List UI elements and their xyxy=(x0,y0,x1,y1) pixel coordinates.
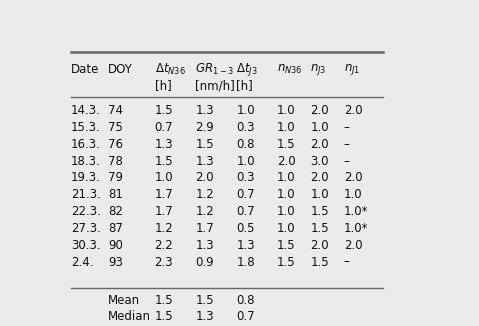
Text: 1.7: 1.7 xyxy=(155,188,173,201)
Text: 30.3.: 30.3. xyxy=(71,239,101,252)
Text: 16.3.: 16.3. xyxy=(71,138,101,151)
Text: 1.0: 1.0 xyxy=(277,188,296,201)
Text: 2.9: 2.9 xyxy=(195,121,214,134)
Text: 1.7: 1.7 xyxy=(155,205,173,218)
Text: 0.3: 0.3 xyxy=(236,121,255,134)
Text: 2.0: 2.0 xyxy=(310,138,329,151)
Text: 76: 76 xyxy=(108,138,123,151)
Text: [h]: [h] xyxy=(236,79,253,92)
Text: $n_{J1}$: $n_{J1}$ xyxy=(344,62,360,77)
Text: 1.0: 1.0 xyxy=(236,155,255,168)
Text: 1.0: 1.0 xyxy=(277,222,296,235)
Text: $\Delta t_{N36}$: $\Delta t_{N36}$ xyxy=(155,62,185,77)
Text: 1.5: 1.5 xyxy=(277,256,296,269)
Text: 1.5: 1.5 xyxy=(310,205,329,218)
Text: 2.0: 2.0 xyxy=(344,104,363,117)
Text: [nm/h]: [nm/h] xyxy=(195,79,235,92)
Text: 2.0: 2.0 xyxy=(344,239,363,252)
Text: 0.7: 0.7 xyxy=(236,205,255,218)
Text: 1.0: 1.0 xyxy=(277,205,296,218)
Text: 1.5: 1.5 xyxy=(195,138,214,151)
Text: 1.5: 1.5 xyxy=(277,239,296,252)
Text: 19.3.: 19.3. xyxy=(71,171,101,185)
Text: 18.3.: 18.3. xyxy=(71,155,101,168)
Text: 1.0: 1.0 xyxy=(277,121,296,134)
Text: Median: Median xyxy=(108,310,151,323)
Text: –: – xyxy=(344,256,350,269)
Text: $GR_{1-3}$: $GR_{1-3}$ xyxy=(195,62,235,77)
Text: 1.0*: 1.0* xyxy=(344,222,368,235)
Text: 1.3: 1.3 xyxy=(195,239,214,252)
Text: 0.8: 0.8 xyxy=(236,294,255,307)
Text: 1.0: 1.0 xyxy=(236,104,255,117)
Text: 0.8: 0.8 xyxy=(236,138,255,151)
Text: 90: 90 xyxy=(108,239,123,252)
Text: –: – xyxy=(344,155,350,168)
Text: [h]: [h] xyxy=(155,79,171,92)
Text: 1.3: 1.3 xyxy=(236,239,255,252)
Text: 1.7: 1.7 xyxy=(195,222,214,235)
Text: 1.2: 1.2 xyxy=(155,222,173,235)
Text: 1.5: 1.5 xyxy=(310,222,329,235)
Text: $n_{N36}$: $n_{N36}$ xyxy=(277,63,303,76)
Text: 0.5: 0.5 xyxy=(236,222,255,235)
Text: 2.0: 2.0 xyxy=(310,171,329,185)
Text: 79: 79 xyxy=(108,171,123,185)
Text: 82: 82 xyxy=(108,205,123,218)
Text: –: – xyxy=(344,138,350,151)
Text: 14.3.: 14.3. xyxy=(71,104,101,117)
Text: 1.3: 1.3 xyxy=(195,155,214,168)
Text: 2.0: 2.0 xyxy=(277,155,296,168)
Text: 1.5: 1.5 xyxy=(277,138,296,151)
Text: 3.0: 3.0 xyxy=(310,155,329,168)
Text: 1.8: 1.8 xyxy=(236,256,255,269)
Text: 27.3.: 27.3. xyxy=(71,222,101,235)
Text: 1.3: 1.3 xyxy=(195,310,214,323)
Text: 2.0: 2.0 xyxy=(310,104,329,117)
Text: 0.3: 0.3 xyxy=(236,171,255,185)
Text: 0.9: 0.9 xyxy=(195,256,214,269)
Text: 2.0: 2.0 xyxy=(310,239,329,252)
Text: 87: 87 xyxy=(108,222,123,235)
Text: 78: 78 xyxy=(108,155,123,168)
Text: 1.5: 1.5 xyxy=(155,104,173,117)
Text: 1.0: 1.0 xyxy=(277,171,296,185)
Text: 1.2: 1.2 xyxy=(195,188,214,201)
Text: 74: 74 xyxy=(108,104,123,117)
Text: 1.5: 1.5 xyxy=(195,294,214,307)
Text: –: – xyxy=(344,121,350,134)
Text: 75: 75 xyxy=(108,121,123,134)
Text: 1.0: 1.0 xyxy=(310,188,329,201)
Text: 81: 81 xyxy=(108,188,123,201)
Text: 21.3.: 21.3. xyxy=(71,188,101,201)
Text: 2.0: 2.0 xyxy=(344,171,363,185)
Text: 1.0: 1.0 xyxy=(155,171,173,185)
Text: Date: Date xyxy=(71,63,99,76)
Text: 1.0: 1.0 xyxy=(277,104,296,117)
Text: 2.4.: 2.4. xyxy=(71,256,93,269)
Text: 1.3: 1.3 xyxy=(195,104,214,117)
Text: 2.2: 2.2 xyxy=(155,239,173,252)
Text: 0.7: 0.7 xyxy=(236,188,255,201)
Text: 1.3: 1.3 xyxy=(155,138,173,151)
Text: 93: 93 xyxy=(108,256,123,269)
Text: 1.5: 1.5 xyxy=(310,256,329,269)
Text: 1.5: 1.5 xyxy=(155,310,173,323)
Text: 22.3.: 22.3. xyxy=(71,205,101,218)
Text: 2.3: 2.3 xyxy=(155,256,173,269)
Text: 1.0: 1.0 xyxy=(344,188,363,201)
Text: 1.0*: 1.0* xyxy=(344,205,368,218)
Text: 1.5: 1.5 xyxy=(155,155,173,168)
Text: DOY: DOY xyxy=(108,63,133,76)
Text: 1.2: 1.2 xyxy=(195,205,214,218)
Text: Mean: Mean xyxy=(108,294,140,307)
Text: 2.0: 2.0 xyxy=(195,171,214,185)
Text: $n_{J3}$: $n_{J3}$ xyxy=(310,62,327,77)
Text: $\Delta t_{J3}$: $\Delta t_{J3}$ xyxy=(236,61,258,78)
Text: 0.7: 0.7 xyxy=(236,310,255,323)
Text: 1.5: 1.5 xyxy=(155,294,173,307)
Text: 1.0: 1.0 xyxy=(310,121,329,134)
Text: 0.7: 0.7 xyxy=(155,121,173,134)
Text: 15.3.: 15.3. xyxy=(71,121,101,134)
